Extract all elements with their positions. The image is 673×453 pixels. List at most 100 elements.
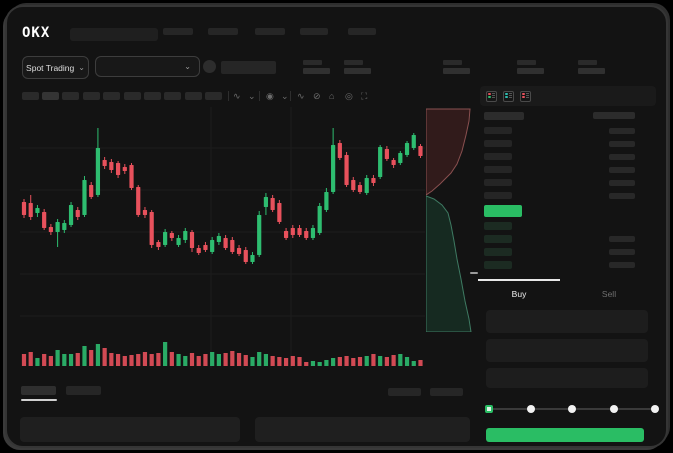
candle-body bbox=[277, 203, 282, 222]
timeframe-button[interactable] bbox=[83, 92, 100, 100]
volume-bar bbox=[324, 360, 329, 366]
okx-logo[interactable]: OKX bbox=[22, 25, 51, 41]
orders-tab-placeholder[interactable] bbox=[66, 386, 101, 395]
stat-value-placeholder bbox=[517, 68, 544, 74]
candle-body bbox=[317, 206, 322, 233]
ask-price-placeholder[interactable] bbox=[484, 166, 512, 173]
slider-stop-0[interactable] bbox=[485, 405, 493, 413]
ask-price-placeholder[interactable] bbox=[484, 192, 512, 199]
candle-body bbox=[357, 185, 363, 192]
candle-body bbox=[196, 248, 201, 253]
orders-tab-placeholder[interactable] bbox=[21, 386, 56, 395]
bid-price-placeholder[interactable] bbox=[484, 261, 512, 269]
candle-body bbox=[109, 162, 114, 170]
candlestick-chart[interactable] bbox=[20, 107, 425, 368]
nav-item-placeholder[interactable] bbox=[300, 28, 328, 35]
indicator-icon[interactable]: ◉ bbox=[266, 91, 274, 101]
bid-price-placeholder[interactable] bbox=[484, 248, 512, 256]
stat-value-placeholder bbox=[578, 68, 605, 74]
candle-body bbox=[263, 197, 269, 207]
volume-bar bbox=[317, 362, 322, 366]
orderbook-both-icon[interactable] bbox=[486, 91, 497, 102]
nav-item-placeholder[interactable] bbox=[255, 28, 285, 35]
candle-body bbox=[344, 155, 349, 185]
order-input-field[interactable] bbox=[486, 310, 648, 333]
candle-body bbox=[203, 245, 208, 250]
chevron-down-icon: ⌄ bbox=[78, 62, 85, 72]
fullscreen-icon[interactable]: ⛶ bbox=[361, 91, 368, 101]
volume-bar bbox=[89, 350, 94, 366]
order-input-field[interactable] bbox=[486, 339, 648, 362]
pair-selector-dropdown[interactable]: ⌄ bbox=[95, 56, 200, 77]
volume-bar bbox=[82, 346, 87, 366]
volume-bar bbox=[404, 357, 410, 366]
tab-buy[interactable]: Buy bbox=[511, 289, 527, 299]
volume-bar bbox=[310, 361, 316, 366]
timeframe-button[interactable] bbox=[185, 92, 202, 100]
depth-collapse-handle[interactable] bbox=[470, 272, 478, 274]
ask-price-placeholder[interactable] bbox=[484, 127, 512, 134]
candle-body bbox=[378, 147, 383, 177]
nav-item-placeholder[interactable] bbox=[348, 28, 376, 35]
candle-body bbox=[142, 210, 148, 215]
candle-body bbox=[331, 145, 336, 192]
slider-stop-75[interactable] bbox=[609, 405, 618, 413]
line-tool-icon[interactable]: ∿ bbox=[297, 91, 305, 101]
candle-body bbox=[42, 212, 47, 228]
depth-chart bbox=[426, 108, 472, 332]
volume-bar bbox=[270, 356, 275, 366]
timeframe-button[interactable] bbox=[164, 92, 181, 100]
ask-price-placeholder[interactable] bbox=[484, 179, 512, 186]
market-type-dropdown[interactable]: Spot Trading ⌄ bbox=[22, 56, 89, 79]
bid-amount-placeholder bbox=[609, 236, 635, 242]
chart-type-icon[interactable]: ∿ bbox=[233, 91, 241, 101]
timeframe-button[interactable] bbox=[42, 92, 59, 100]
orderbook-bids-icon[interactable] bbox=[503, 91, 514, 102]
orders-filter-placeholder[interactable] bbox=[388, 388, 421, 396]
camera-icon[interactable]: ⌂ bbox=[329, 91, 335, 101]
tab-sell[interactable]: Sell bbox=[601, 289, 617, 299]
volume-bar bbox=[384, 357, 389, 366]
nav-item-placeholder[interactable] bbox=[208, 28, 238, 35]
timeframe-button[interactable] bbox=[144, 92, 161, 100]
search-input[interactable] bbox=[70, 28, 158, 41]
volume-bar bbox=[122, 356, 127, 366]
order-input-field[interactable] bbox=[486, 368, 648, 388]
chevron-down-icon[interactable]: ⌄ bbox=[281, 91, 289, 101]
candle-body bbox=[351, 180, 356, 190]
ask-amount-placeholder bbox=[609, 167, 635, 173]
timeframe-button[interactable] bbox=[103, 92, 120, 100]
volume-bar bbox=[115, 354, 121, 366]
timeframe-button[interactable] bbox=[62, 92, 79, 100]
settings-gear-icon[interactable]: ◎ bbox=[345, 91, 353, 101]
timeframe-button[interactable] bbox=[124, 92, 141, 100]
bid-price-placeholder[interactable] bbox=[484, 235, 512, 243]
candle-body bbox=[404, 143, 410, 155]
timeframe-button[interactable] bbox=[205, 92, 222, 100]
volume-bar bbox=[418, 360, 423, 366]
last-price-highlight[interactable] bbox=[484, 205, 522, 217]
volume-bar bbox=[42, 354, 47, 366]
candle-body bbox=[297, 228, 302, 235]
buy-submit-button[interactable] bbox=[486, 428, 644, 442]
slider-stop-25[interactable] bbox=[526, 405, 535, 413]
nav-item-placeholder[interactable] bbox=[163, 28, 193, 35]
candle-body bbox=[310, 228, 316, 238]
ask-price-placeholder[interactable] bbox=[484, 140, 512, 147]
orderbook-asks-icon[interactable] bbox=[520, 91, 531, 102]
ask-price-placeholder[interactable] bbox=[484, 153, 512, 160]
chevron-down-icon[interactable]: ⌄ bbox=[248, 91, 256, 101]
candle-body bbox=[156, 242, 161, 247]
toolbar-divider bbox=[228, 91, 229, 101]
slider-stop-100[interactable] bbox=[651, 405, 659, 413]
orders-filter-placeholder[interactable] bbox=[430, 388, 463, 396]
chevron-down-icon: ⌄ bbox=[184, 61, 191, 71]
depth-bids-area bbox=[426, 195, 472, 332]
volume-bar bbox=[243, 355, 248, 366]
bid-price-placeholder[interactable] bbox=[484, 222, 512, 230]
measure-icon[interactable]: ⊘ bbox=[313, 91, 321, 101]
volume-bar bbox=[378, 356, 383, 366]
timeframe-button[interactable] bbox=[22, 92, 39, 100]
slider-stop-50[interactable] bbox=[568, 405, 576, 413]
candle-body bbox=[257, 215, 262, 255]
